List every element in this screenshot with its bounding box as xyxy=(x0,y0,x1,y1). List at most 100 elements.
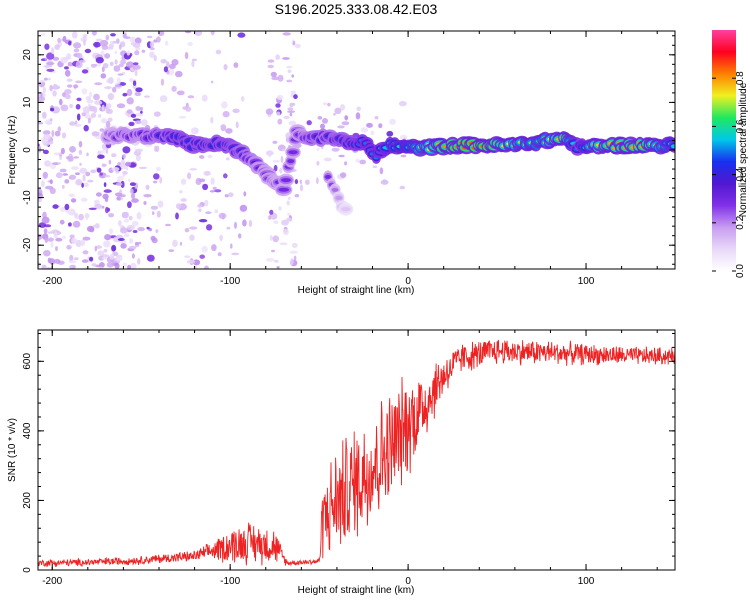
noise-blob xyxy=(198,208,202,213)
noise-blob xyxy=(287,110,296,113)
noise-blob xyxy=(149,47,155,51)
noise-blob xyxy=(266,258,275,262)
noise-blob xyxy=(276,111,281,116)
noise-blob xyxy=(316,161,320,166)
noise-blob xyxy=(101,205,105,209)
noise-blob xyxy=(232,108,240,114)
snr-line xyxy=(38,339,675,568)
noise-blob xyxy=(153,180,158,184)
noise-blob xyxy=(128,245,137,250)
noise-blob xyxy=(64,179,70,184)
noise-blob xyxy=(292,102,296,106)
noise-blob xyxy=(282,32,291,36)
noise-blob xyxy=(113,236,121,243)
noise-blob xyxy=(197,204,203,208)
noise-blob xyxy=(129,77,134,83)
noise-blob xyxy=(115,38,120,44)
noise-blob xyxy=(337,125,345,129)
noise-blob xyxy=(46,52,55,60)
noise-blob xyxy=(165,223,171,227)
noise-blob xyxy=(140,110,143,114)
noise-blob xyxy=(269,234,273,241)
noise-blob xyxy=(42,149,49,155)
noise-blob xyxy=(136,212,142,220)
noise-blob xyxy=(120,59,127,65)
noise-blob xyxy=(132,62,139,66)
noise-blob xyxy=(82,106,91,114)
noise-blob xyxy=(90,112,97,118)
noise-blob xyxy=(64,69,71,77)
noise-blob xyxy=(55,237,63,242)
noise-blob xyxy=(69,264,76,269)
noise-blob xyxy=(141,49,146,53)
noise-blob xyxy=(84,48,92,54)
noise-blob xyxy=(160,78,165,86)
noise-blob xyxy=(359,159,367,165)
noise-blob xyxy=(108,77,114,84)
noise-blob xyxy=(49,258,55,265)
noise-blob xyxy=(276,94,284,100)
noise-blob xyxy=(99,172,103,176)
noise-blob xyxy=(75,60,83,69)
noise-blob xyxy=(68,174,77,180)
noise-blob xyxy=(206,224,213,231)
spec-x-tick-label: -100 xyxy=(220,276,240,287)
noise-blob xyxy=(43,250,51,257)
noise-blob xyxy=(38,122,44,125)
noise-blob xyxy=(75,239,82,248)
noise-blob xyxy=(268,215,271,220)
noise-blob xyxy=(282,57,290,60)
noise-blob xyxy=(135,154,141,162)
noise-blob xyxy=(159,95,168,103)
noise-blob xyxy=(131,192,136,199)
noise-blob xyxy=(159,176,163,184)
noise-blob xyxy=(271,76,280,81)
noise-blob xyxy=(104,234,112,241)
noise-blob xyxy=(379,167,384,175)
branch-track-blob-core xyxy=(341,207,351,212)
noise-blob xyxy=(164,40,169,46)
noise-blob xyxy=(204,265,209,269)
noise-blob xyxy=(108,159,112,165)
noise-blob xyxy=(126,97,134,105)
noise-blob xyxy=(51,130,55,137)
noise-blob xyxy=(156,210,161,218)
noise-blob xyxy=(202,183,209,191)
noise-blob xyxy=(191,58,197,62)
noise-blob xyxy=(120,243,127,249)
noise-blob xyxy=(399,134,408,141)
noise-blob xyxy=(157,31,165,36)
noise-blob xyxy=(120,180,125,188)
noise-blob xyxy=(73,48,80,53)
noise-blob xyxy=(378,123,383,129)
noise-blob xyxy=(60,147,65,155)
noise-blob xyxy=(103,240,111,248)
noise-blob xyxy=(289,250,298,254)
noise-blob xyxy=(122,262,127,267)
noise-blob xyxy=(137,258,141,265)
noise-blob xyxy=(101,118,107,124)
spectrogram-noise-blobs xyxy=(38,31,408,269)
noise-blob xyxy=(399,185,406,190)
noise-blob xyxy=(76,52,83,59)
noise-blob xyxy=(153,173,160,180)
noise-blob xyxy=(94,82,103,86)
noise-blob xyxy=(224,194,229,198)
noise-blob xyxy=(283,115,290,120)
noise-blob xyxy=(242,219,247,227)
noise-blob xyxy=(42,86,46,94)
noise-blob xyxy=(130,113,137,118)
noise-blob xyxy=(267,59,275,63)
noise-blob xyxy=(105,34,110,41)
noise-blob xyxy=(70,198,77,203)
noise-blob xyxy=(207,154,213,159)
noise-blob xyxy=(97,114,102,118)
noise-blob xyxy=(95,245,103,249)
noise-blob xyxy=(138,166,148,170)
colorbar-ticks: 0.0 0.2 0.4 0.6 0.8 xyxy=(712,71,746,278)
noise-blob xyxy=(210,177,215,185)
spec-y-tick-label: 20 xyxy=(22,49,33,61)
signal-track-blob-core xyxy=(278,187,290,192)
noise-blob xyxy=(52,83,58,90)
noise-blob xyxy=(54,258,61,264)
